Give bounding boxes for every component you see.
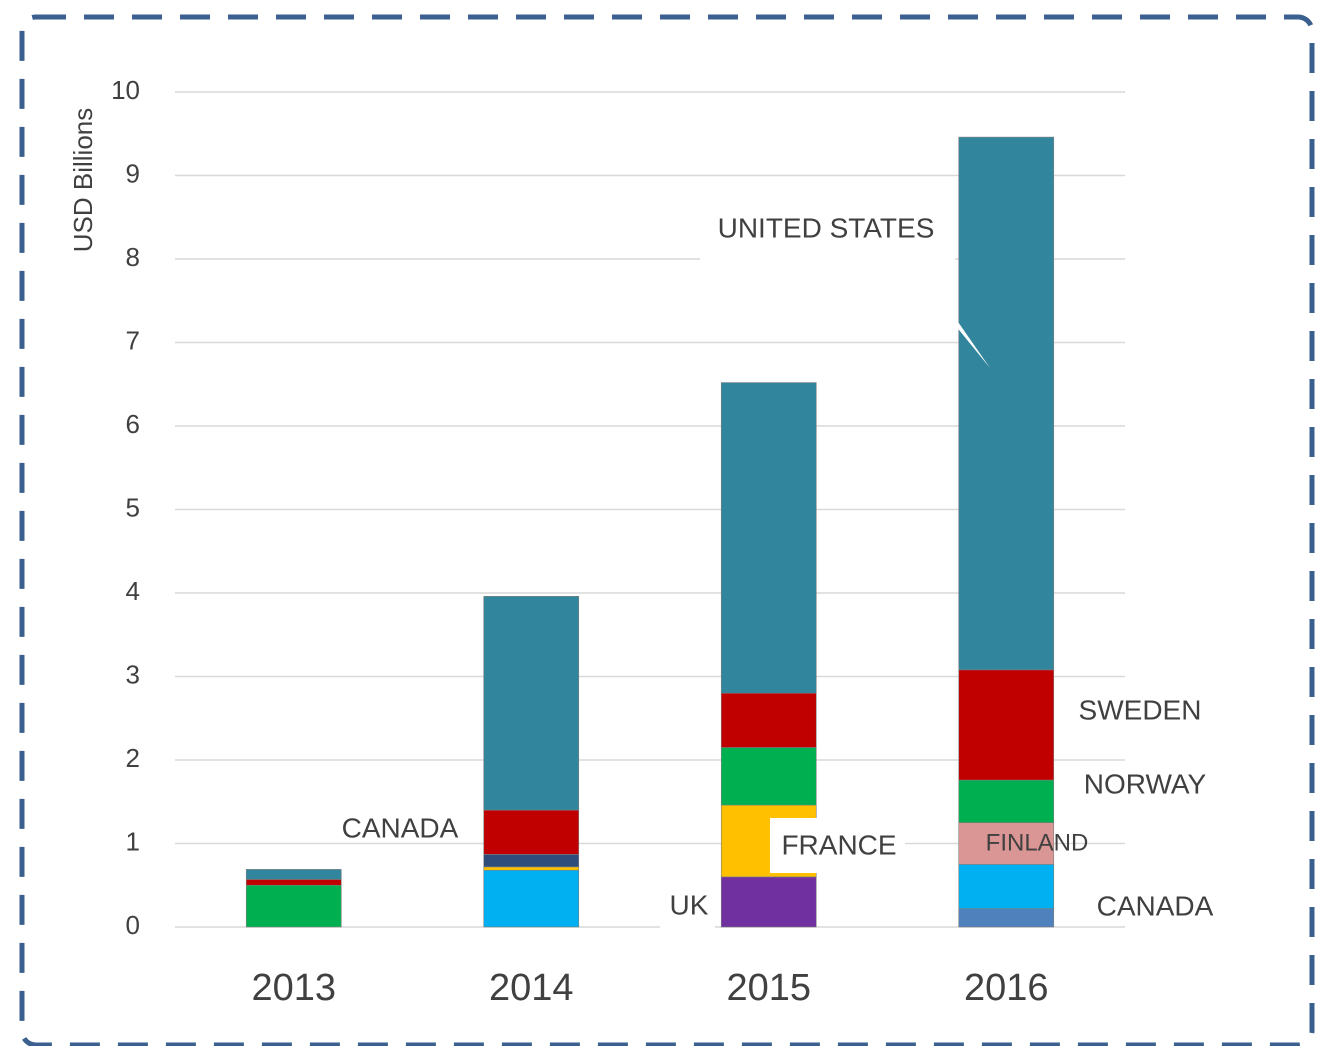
bar-segment [720,747,817,806]
bar-segment [958,779,1055,823]
bar-segment [483,809,580,855]
y-tick-label: 3 [126,659,140,689]
bar-segment [958,822,1055,865]
bar-segment [720,382,817,694]
bar-segment [245,869,342,880]
bar-segment [483,869,580,928]
bar-segment [958,136,1055,671]
x-tick-label: 2015 [726,967,811,1009]
y-tick-label: 9 [126,158,140,188]
y-tick-label: 6 [126,409,140,439]
annotation: FRANCE [781,829,896,860]
y-tick-label: 8 [126,242,140,272]
x-tick-label: 2013 [251,967,336,1009]
annotation: UK [670,889,709,920]
bar-segment [958,864,1055,909]
y-tick-label: 4 [126,576,140,606]
annotation: UNITED STATES [718,212,935,243]
callout [700,200,990,368]
annotation: FINLAND [986,829,1089,856]
y-tick-label: 10 [111,75,140,105]
frame [19,14,1315,1046]
callout-box [770,818,905,873]
y-tick-label: 0 [126,910,140,940]
bar-segment [958,669,1055,781]
bar-segment [483,596,580,811]
bar-segment [720,876,817,928]
x-tick-label: 2016 [964,967,1049,1009]
annotation: NORWAY [1084,768,1207,799]
annotation: CANADA [342,812,459,843]
bar-segment [245,884,342,928]
y-tick-label: 7 [126,325,140,355]
y-tick-label: 1 [126,826,140,856]
annotation: CANADA [1097,890,1214,921]
y-tick-label: 5 [126,492,140,522]
bar-segment [483,854,580,868]
bar-segment [245,879,342,886]
y-axis-label: USD Billions [68,108,98,253]
bar-segment [483,866,580,871]
annotation: SWEDEN [1079,694,1202,725]
x-tick-label: 2014 [489,967,574,1009]
callout-box [660,885,715,930]
bar-segment [958,908,1055,928]
bar-segment [720,692,817,748]
y-tick-label: 2 [126,743,140,773]
